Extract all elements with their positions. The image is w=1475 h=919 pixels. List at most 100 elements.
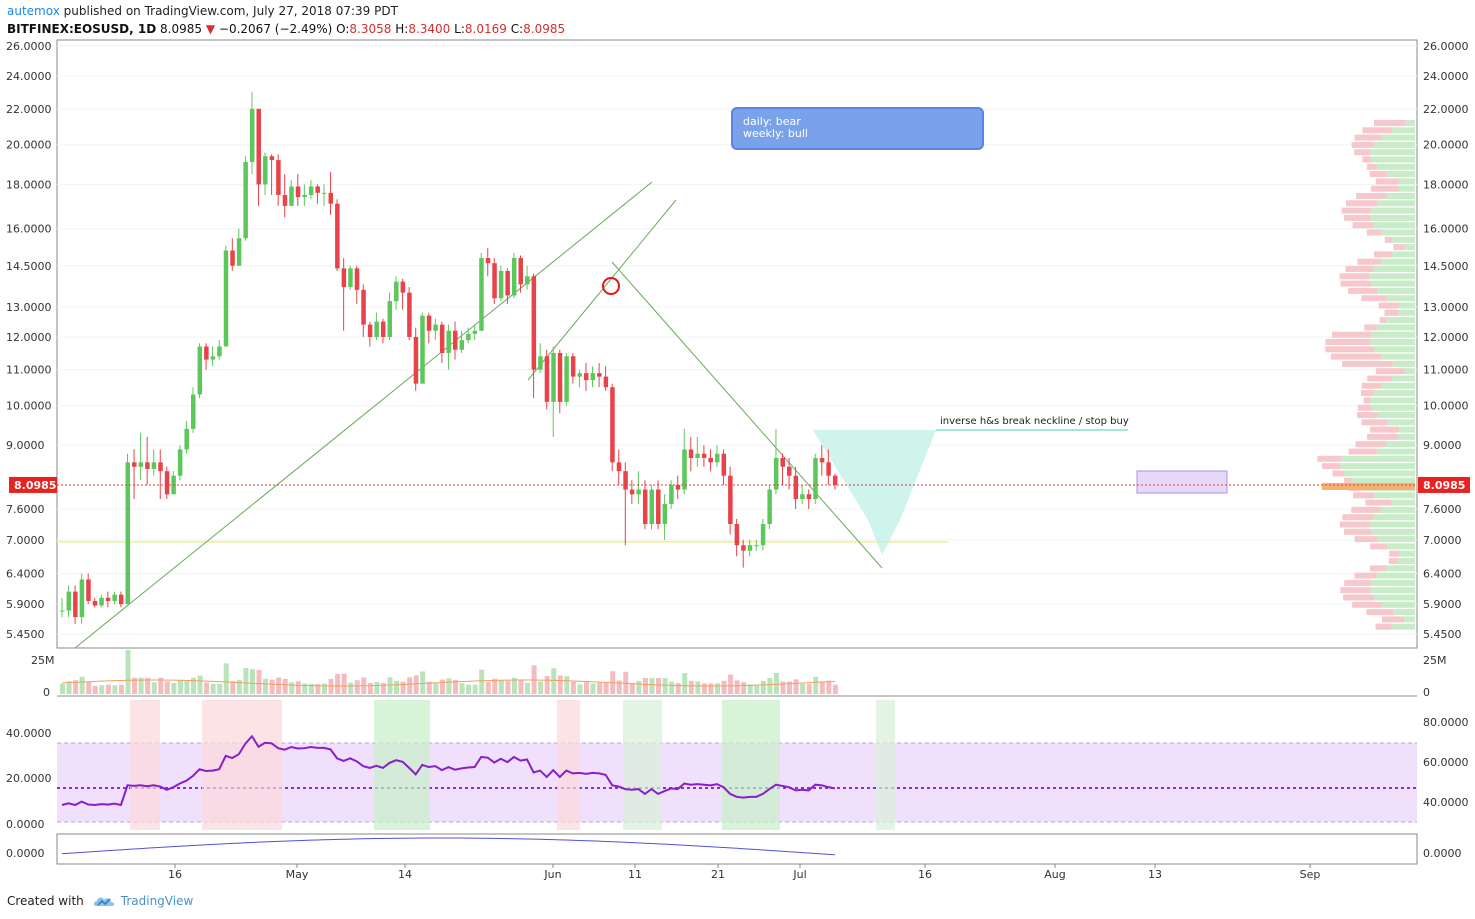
candle-body (669, 484, 674, 504)
vp-up-bar (1382, 601, 1415, 608)
vp-up-bar (1376, 200, 1415, 207)
volume-bar (387, 677, 393, 694)
volume-bar (276, 677, 282, 694)
volume-bar (138, 677, 144, 694)
candle-body (367, 324, 373, 337)
vp-up-bar (1376, 572, 1415, 579)
x-tick-label: 21 (711, 868, 725, 881)
candle-body (741, 545, 746, 551)
bias-note-box[interactable]: daily: bear weekly: bull (731, 107, 984, 150)
osc-shade (623, 700, 662, 830)
author-link[interactable]: autemox (7, 4, 60, 18)
vp-down-bar (1357, 404, 1372, 411)
volume-bar (505, 680, 511, 694)
y-tick-right: 20.0000 (1423, 139, 1469, 152)
vp-down-bar (1362, 127, 1393, 134)
volume-bar (570, 681, 576, 694)
vp-up-bar (1385, 565, 1415, 572)
candle-body (335, 203, 340, 269)
osc-tick-left: 0.0000 (6, 818, 45, 831)
candle-body (485, 258, 491, 264)
osc-shade (130, 700, 160, 830)
vp-down-bar (1346, 200, 1377, 207)
vp-up-bar (1376, 324, 1415, 331)
volume-bar (466, 684, 472, 694)
vp-down-bar (1343, 214, 1371, 221)
volume-bar (223, 663, 229, 694)
candle-body (249, 108, 255, 163)
volume-bar (99, 685, 105, 694)
volume-bar (453, 680, 458, 694)
vp-down-bar (1388, 558, 1398, 564)
candle-body (453, 330, 458, 350)
x-tick-label: 13 (1148, 868, 1162, 881)
candle-body (400, 281, 406, 293)
volume-profile (1317, 120, 1415, 630)
vp-down-bar (1354, 536, 1378, 543)
symbol-label: BITFINEX:EOSUSD, 1D (7, 22, 157, 36)
vp-up-bar (1373, 514, 1415, 521)
candle-body (112, 594, 117, 601)
y-tick-left: 22.0000 (6, 103, 52, 116)
volume-bar (544, 676, 550, 694)
volume-bar (308, 683, 314, 694)
neckline-annotation[interactable]: inverse h&s break neckline / stop buy (940, 416, 1129, 427)
volume-bar (295, 681, 301, 694)
osc-tick-right: 40.0000 (1423, 796, 1469, 809)
candle-body (118, 594, 124, 605)
vp-down-bar (1322, 463, 1341, 470)
down-arrow-icon: ▼ (205, 22, 216, 36)
vp-down-bar (1393, 244, 1405, 251)
volume-bar (145, 677, 151, 694)
y-tick-left: 12.0000 (6, 331, 52, 344)
candle-body (439, 324, 445, 353)
vp-up-bar (1392, 251, 1415, 258)
vp-up-bar (1392, 360, 1415, 367)
note-daily: daily: bear (743, 115, 801, 128)
volume-bar (773, 673, 779, 694)
y-tick-left: 5.9000 (6, 598, 45, 611)
candle-body (577, 373, 582, 377)
vp-up-bar (1373, 390, 1415, 397)
volume-bar (73, 680, 79, 694)
candle-body (511, 258, 517, 296)
volume-bar (819, 681, 825, 694)
vp-down-bar (1344, 528, 1372, 535)
volume-bar (754, 685, 760, 694)
y-tick-left: 14.5000 (6, 260, 52, 273)
ohlc-low: 8.0169 (464, 22, 507, 36)
y-tick-right: 5.4500 (1423, 628, 1462, 641)
ohlc-high-key: H: (395, 22, 409, 36)
osc-line (61, 734, 836, 807)
x-tick-label: Jun (543, 868, 561, 881)
vp-up-bar (1370, 521, 1415, 528)
symbol-line: BITFINEX:EOSUSD, 1D 8.0985 ▼ −0.2067 (−2… (7, 22, 565, 36)
candle-body (204, 346, 209, 360)
candle-body (197, 346, 203, 395)
candle-body (177, 449, 183, 476)
candle-body (767, 489, 772, 525)
vp-up-bar (1377, 287, 1415, 294)
volume-bar (525, 682, 531, 694)
candle-body (446, 330, 451, 353)
tradingview-link[interactable]: TradingView (92, 894, 193, 908)
last-price: 8.0985 (160, 22, 203, 36)
vp-up-bar (1386, 171, 1415, 178)
y-tick-left: 7.0000 (6, 534, 45, 547)
osc-shade (557, 700, 580, 830)
volume-bar (66, 681, 72, 694)
candle-body (649, 489, 654, 525)
volume-bar (472, 684, 478, 694)
vp-down-bar (1352, 222, 1374, 229)
volume-bar (315, 683, 321, 694)
osc-tick-right: 60.0000 (1423, 756, 1469, 769)
candle-body (387, 301, 392, 337)
candle-body (256, 108, 261, 185)
volume-bar (263, 678, 269, 694)
osc-shade (374, 700, 430, 830)
x-tick-label: May (286, 868, 309, 881)
vp-up-bar (1371, 207, 1415, 214)
volume-bar (682, 673, 688, 694)
vp-up-bar (1351, 477, 1415, 484)
vp-up-bar (1373, 346, 1415, 353)
